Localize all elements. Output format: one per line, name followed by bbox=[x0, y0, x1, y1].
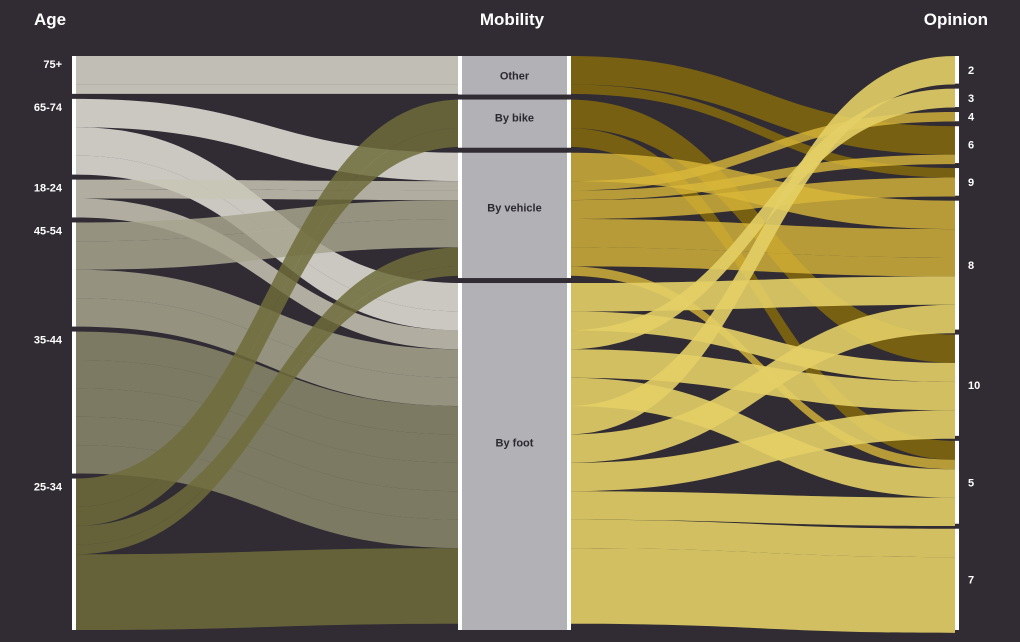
node-bar-opinion-5 bbox=[955, 440, 959, 524]
flow-by-vehicle-to-opinion-4 bbox=[567, 112, 955, 191]
flow-age-75+-to-other bbox=[76, 84, 462, 94]
node-bar-opinion-8 bbox=[955, 200, 959, 330]
node-label-opinion-9: 9 bbox=[968, 177, 974, 189]
axis-title-age: Age bbox=[34, 10, 66, 29]
node-labels: 75+ 65-74 18-24 45-54 35-44 25-34 Other By bike… bbox=[34, 59, 980, 586]
node-label-mobility-by-bike: By bike bbox=[495, 113, 534, 125]
node-box-mobility-by-foot bbox=[462, 283, 567, 630]
node-bar-mobility-left-by-foot bbox=[458, 283, 462, 630]
node-bar-opinion-9 bbox=[955, 168, 959, 196]
flow-by-foot-to-opinion-8 bbox=[567, 276, 955, 312]
flow-age-18-24-to-by-vehicle bbox=[76, 189, 462, 201]
flow-age-25-34-to-by-bike bbox=[76, 127, 462, 526]
node-bar-mobility-left-by-vehicle bbox=[458, 152, 462, 279]
flow-by-vehicle-to-opinion-8 bbox=[567, 247, 955, 277]
node-label-opinion-8: 8 bbox=[968, 260, 974, 272]
flow-by-vehicle-to-opinion-6 bbox=[567, 154, 955, 201]
node-box-mobility-by-bike bbox=[462, 99, 567, 148]
flow-age-45-54-to-by-vehicle bbox=[76, 200, 462, 242]
node-label-opinion-6: 6 bbox=[968, 140, 974, 152]
flow-by-foot-to-opinion-10 bbox=[567, 410, 955, 492]
node-bar-mobility-right-by-bike bbox=[567, 99, 571, 148]
flow-age-35-44-to-by-foot bbox=[76, 331, 462, 435]
node-label-age-35-44: 35-44 bbox=[34, 335, 63, 347]
flow-age-25-34-to-by-vehicle bbox=[76, 266, 462, 555]
node-bar-opinion-7 bbox=[955, 528, 959, 630]
node-label-opinion-10: 10 bbox=[968, 380, 980, 392]
node-bar-mobility-left-other bbox=[458, 56, 462, 95]
flow-age-18-24-to-by-foot bbox=[76, 198, 462, 350]
flow-age-75+-to-other bbox=[76, 56, 462, 85]
node-box-mobility-other bbox=[462, 56, 567, 95]
flow-age-35-44-to-by-foot bbox=[76, 388, 462, 492]
node-bar-opinion-10 bbox=[955, 334, 959, 436]
node-label-age-18-24: 18-24 bbox=[34, 183, 63, 195]
flow-by-foot-to-opinion-7 bbox=[567, 519, 955, 558]
flow-by-foot-to-opinion-3 bbox=[567, 88, 955, 350]
axis-title-mobility: Mobility bbox=[480, 10, 545, 29]
node-label-age-45-54: 45-54 bbox=[34, 225, 63, 237]
node-label-opinion-3: 3 bbox=[968, 93, 974, 105]
node-bar-opinion-2 bbox=[955, 56, 959, 84]
node-bar-mobility-right-other bbox=[567, 56, 571, 95]
node-bar-opinion-6 bbox=[955, 126, 959, 164]
node-label-age-25-34: 25-34 bbox=[34, 482, 63, 494]
node-label-mobility-by-foot: By foot bbox=[496, 438, 534, 450]
node-label-opinion-4: 4 bbox=[968, 112, 975, 124]
node-bar-age-75+ bbox=[72, 56, 76, 94]
flows-mobility-to-opinion bbox=[567, 56, 955, 633]
flow-by-foot-to-opinion-5 bbox=[567, 491, 955, 527]
flow-by-foot-to-opinion-2 bbox=[567, 56, 955, 435]
node-bar-mobility-right-by-vehicle bbox=[567, 152, 571, 279]
node-label-age-65-74: 65-74 bbox=[34, 102, 63, 114]
node-bar-age-25-34 bbox=[72, 478, 76, 630]
flow-age-25-34-to-by-vehicle bbox=[76, 247, 462, 545]
node-bar-age-65-74 bbox=[72, 98, 76, 175]
flows-age-to-mobility bbox=[76, 56, 462, 630]
node-bar-age-45-54 bbox=[72, 222, 76, 327]
node-bar-age-18-24 bbox=[72, 179, 76, 218]
node-label-opinion-5: 5 bbox=[968, 477, 974, 489]
flow-by-vehicle-to-opinion-9 bbox=[567, 177, 955, 219]
flow-other-to-opinion-9 bbox=[567, 84, 955, 178]
flow-age-45-54-to-by-vehicle bbox=[76, 219, 462, 270]
node-bar-opinion-3 bbox=[955, 88, 959, 108]
flow-by-foot-to-opinion-7 bbox=[567, 548, 955, 633]
flow-age-18-24-to-by-vehicle bbox=[76, 179, 462, 191]
node-bar-mobility-right-by-foot bbox=[567, 283, 571, 630]
flow-by-foot-to-opinion-8 bbox=[567, 304, 955, 463]
node-label-opinion-7: 7 bbox=[968, 574, 974, 586]
node-bars bbox=[72, 56, 959, 630]
node-label-age-75+: 75+ bbox=[43, 59, 62, 71]
node-label-opinion-2: 2 bbox=[968, 65, 974, 77]
node-bar-opinion-4 bbox=[955, 112, 959, 122]
flow-age-25-34-to-by-bike bbox=[76, 99, 462, 507]
axis-title-opinion: Opinion bbox=[924, 10, 988, 29]
node-bar-age-35-44 bbox=[72, 331, 76, 474]
flow-by-foot-to-opinion-10 bbox=[567, 311, 955, 382]
node-bar-mobility-left-by-bike bbox=[458, 99, 462, 148]
flow-age-25-34-to-by-foot bbox=[76, 548, 462, 630]
node-label-mobility-other: Other bbox=[500, 70, 530, 82]
node-label-mobility-by-vehicle: By vehicle bbox=[487, 202, 541, 214]
flow-age-45-54-to-by-foot bbox=[76, 298, 462, 407]
node-box-mobility-by-vehicle bbox=[462, 152, 567, 279]
